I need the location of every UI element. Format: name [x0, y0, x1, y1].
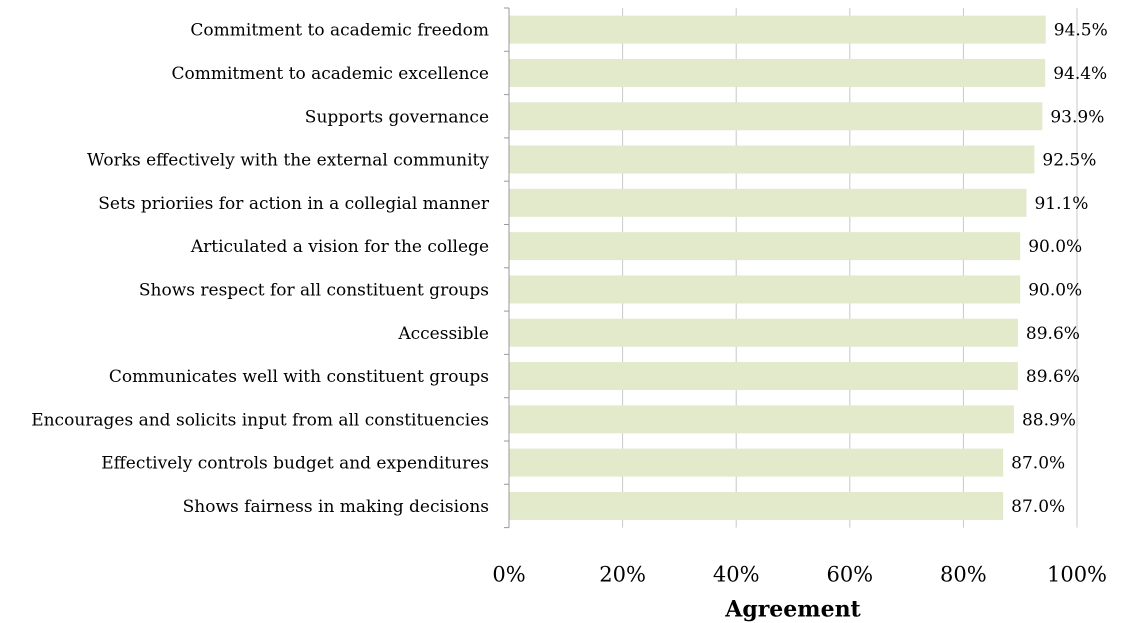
category-label: Communicates well with constituent group… [109, 367, 489, 387]
value-label: 89.6% [1026, 367, 1080, 387]
x-tick-label: 80% [940, 563, 987, 587]
bar [509, 275, 1021, 304]
value-label: 92.5% [1042, 151, 1096, 171]
bars [509, 15, 1046, 520]
x-axis-title: Agreement [724, 597, 861, 623]
category-label: Commitment to academic freedom [190, 21, 489, 41]
category-label: Articulated a vision for the college [190, 237, 489, 257]
bar [509, 145, 1035, 174]
bar [509, 491, 1004, 520]
bar [509, 15, 1046, 44]
bar [509, 362, 1018, 391]
category-label: Effectively controls budget and expendit… [101, 454, 489, 474]
value-label: 87.0% [1011, 454, 1065, 474]
category-label: Accessible [397, 324, 489, 344]
y-axis [504, 7, 510, 529]
bar [509, 448, 1004, 477]
value-label: 91.1% [1034, 194, 1088, 214]
gridlines [622, 8, 1078, 528]
value-label: 93.9% [1050, 107, 1104, 127]
category-label: Commitment to academic excellence [172, 64, 490, 84]
category-label: Encourages and solicits input from all c… [31, 410, 489, 430]
value-label: 87.0% [1011, 497, 1065, 517]
category-label: Shows respect for all constituent groups [139, 280, 489, 300]
category-label: Sets prioriies for action in a collegial… [98, 194, 490, 214]
bar [509, 102, 1043, 131]
bar [509, 58, 1046, 87]
bar [509, 232, 1021, 261]
x-tick-label: 20% [599, 563, 646, 587]
value-label: 90.0% [1028, 237, 1082, 257]
value-label: 89.6% [1026, 324, 1080, 344]
bar [509, 405, 1014, 434]
bar [509, 318, 1018, 347]
category-labels: Commitment to academic freedom Commitment… [31, 21, 490, 517]
x-tick-label: 0% [492, 563, 525, 587]
value-labels: 94.5% 94.4% 93.9% 92.5% 91.1% 90.0% 90.0% 89.6%… [1011, 21, 1108, 517]
category-label: Works effectively with the external comm… [87, 151, 489, 171]
x-tick-label: 100% [1047, 563, 1107, 587]
value-label: 94.5% [1054, 21, 1108, 41]
category-label: Shows fairness in making decisions [183, 497, 489, 517]
x-tick-labels: 0% 20% 40% 60% 80% 100% [492, 563, 1107, 587]
bar [509, 188, 1027, 217]
x-tick-label: 60% [826, 563, 873, 587]
x-tick-label: 40% [713, 563, 760, 587]
category-label: Supports governance [305, 107, 489, 127]
value-label: 90.0% [1028, 280, 1082, 300]
value-label: 94.4% [1053, 64, 1107, 84]
value-label: 88.9% [1022, 410, 1076, 430]
